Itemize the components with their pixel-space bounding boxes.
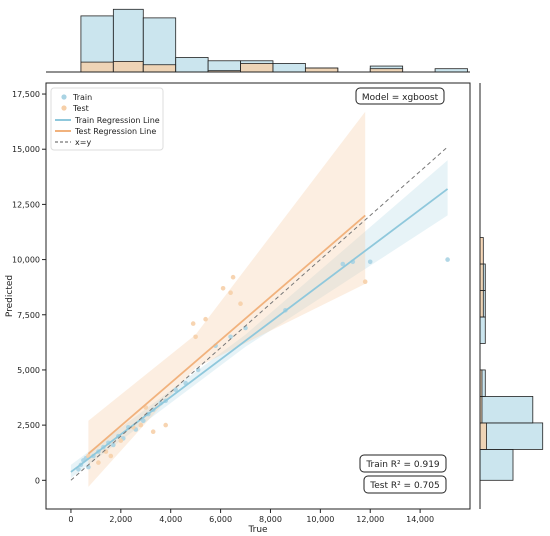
x-tick-label: 4,000 (159, 515, 182, 524)
legend-train-marker (61, 94, 67, 100)
y-tick-label: 5,000 (17, 366, 40, 375)
x-tick-label: 14,000 (406, 515, 434, 524)
train-point (445, 257, 450, 262)
top-hist-test-bar (304, 67, 339, 73)
x-tick-label: 10,000 (306, 515, 334, 524)
test-point (220, 286, 226, 291)
test-point (228, 290, 233, 296)
plot-area (45, 82, 471, 510)
test-regression-line (87, 214, 366, 455)
y-tick-label: 2,500 (17, 421, 40, 430)
train-point (173, 387, 178, 393)
right-marginal-histogram (479, 83, 544, 509)
y-tick-label: 17,500 (12, 90, 40, 99)
x-tick-label: 8,000 (259, 515, 282, 524)
legend-box (50, 87, 164, 151)
test-point (118, 438, 124, 443)
train-point (340, 261, 346, 267)
y-axis-label: Predicted (5, 275, 15, 317)
top-hist-train-bar (142, 17, 177, 73)
train-point (141, 418, 146, 424)
test-point (190, 321, 196, 326)
train-r2-text: Train R² = 0.919 (365, 460, 440, 470)
x-tick-label: 2,000 (109, 515, 132, 524)
test-point (96, 460, 101, 465)
test-point (138, 422, 144, 428)
model-annotation: Model = xgboost (355, 87, 445, 105)
train-point (367, 259, 373, 265)
top-hist-test-bar (112, 61, 144, 73)
y-tick-label: 12,500 (12, 200, 40, 209)
top-hist-test-bar (142, 64, 177, 73)
right-hist-train-bar (479, 316, 486, 344)
x-tick-label: 12,000 (356, 515, 384, 524)
test-point (163, 422, 168, 428)
plot-frame (45, 82, 471, 510)
top-marginal-histogram (46, 8, 470, 73)
test-point (150, 429, 156, 435)
top-hist-test-bar (240, 63, 274, 73)
test-point (108, 453, 114, 459)
model-annotation-box (355, 87, 445, 105)
y-axis: 0 2,500 5,000 7,500 10,000 12,500 15,000 17,500 (12, 90, 46, 485)
y-tick-label: 7,500 (17, 311, 40, 320)
train-point (228, 334, 233, 340)
test-point (230, 274, 236, 280)
test-r2-text: Test R² = 0.705 (369, 481, 439, 491)
legend-test-marker (61, 105, 67, 111)
x-axis-label: True (247, 525, 268, 535)
y-tick-label: 0 (35, 476, 40, 485)
test-point (238, 301, 243, 307)
top-hist-train-bar (175, 57, 209, 73)
test-point (103, 449, 109, 454)
legend-train-label: Train (72, 93, 92, 102)
y-tick-label: 15,000 (12, 145, 40, 154)
legend-identity-label: x=y (75, 138, 91, 147)
test-point (362, 279, 368, 285)
top-hist-test-bar (80, 61, 114, 73)
top-hist-train-bar (272, 63, 306, 73)
right-hist-train-bar (479, 396, 534, 424)
legend-train-line-label: Train Regression Line (74, 116, 160, 125)
right-hist-test-bar (479, 422, 487, 450)
y-tick-label: 10,000 (12, 256, 40, 265)
legend: Train Test Train Regression Line Test Re… (50, 87, 164, 151)
model-annotation-text: Model = xgboost (362, 93, 439, 103)
train-r2-annotation: Train R² = 0.919 (359, 454, 447, 473)
x-tick-label: 0 (68, 515, 73, 524)
test-r2-annotation: Test R² = 0.705 (363, 475, 447, 494)
test-point (203, 316, 208, 322)
legend-test-label: Test (72, 104, 89, 113)
test-point (193, 334, 198, 340)
train-regression-line (70, 188, 449, 473)
right-hist-train-bar (479, 449, 514, 481)
x-axis: 0 2,000 4,000 6,000 8,000 10,000 12,000 14,000 (68, 509, 434, 524)
test-r2-box (363, 475, 447, 494)
train-r2-box (359, 454, 447, 473)
x-tick-label: 6,000 (209, 515, 232, 524)
right-hist-train-bar (479, 422, 544, 450)
legend-test-line-label: Test Regression Line (74, 127, 156, 136)
train-point (111, 442, 116, 448)
